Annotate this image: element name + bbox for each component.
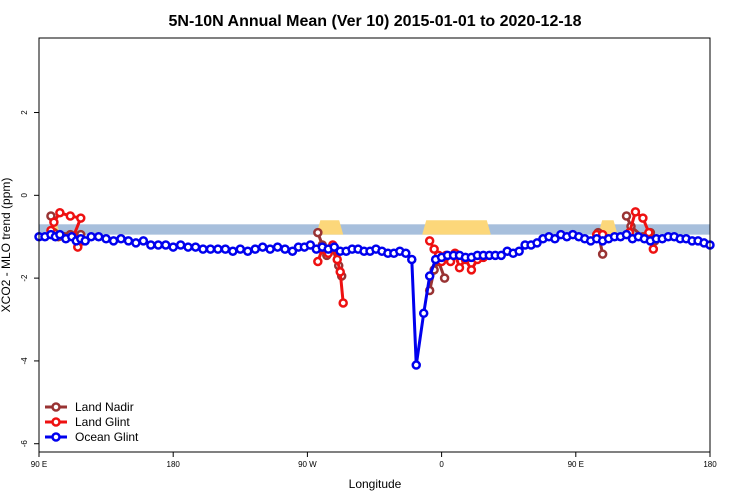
data-point (550, 234, 560, 244)
data-point (418, 308, 429, 319)
x-tick-label: 90 E (31, 460, 47, 469)
data-point (55, 229, 65, 240)
data-point (86, 231, 96, 242)
data-point (123, 236, 134, 246)
data-point (407, 254, 417, 265)
data-point (305, 240, 316, 250)
chart-title: 5N-10N Annual Mean (Ver 10) 2015-01-01 t… (169, 13, 582, 30)
data-point (514, 246, 524, 256)
data-point (220, 244, 231, 254)
data-point (280, 244, 290, 254)
x-tick-label: 90 E (568, 460, 584, 469)
data-point (146, 240, 156, 250)
legend-item: Land Glint (45, 415, 130, 429)
data-point (257, 242, 268, 252)
data-point (55, 207, 65, 218)
series-line (39, 232, 711, 366)
ocean-band (39, 224, 710, 235)
data-point (138, 236, 149, 246)
data-point (313, 256, 323, 267)
x-tick-label: 180 (167, 460, 181, 469)
legend-marker (51, 417, 61, 427)
series-land-glint (46, 207, 659, 308)
data-point (597, 249, 608, 259)
data-point (272, 242, 283, 252)
y-tick-label: -6 (20, 440, 29, 448)
data-point (205, 244, 216, 254)
series-ocean-glint (34, 229, 715, 370)
legend-label: Land Glint (75, 415, 130, 429)
land-ocean-band (39, 220, 710, 235)
data-point (621, 211, 632, 221)
data-point (101, 234, 111, 244)
data-point (429, 244, 439, 254)
data-point (313, 227, 323, 238)
y-axis: 2 0 -2 -4 -6 (20, 110, 39, 448)
data-point (80, 236, 90, 246)
data-point (235, 244, 246, 254)
x-axis: 90 E 180 90 W 0 90 E 180 (31, 452, 717, 469)
data-point (401, 248, 411, 259)
data-point (243, 246, 253, 256)
data-point (168, 242, 178, 252)
y-tick-label: 0 (20, 193, 29, 198)
data-point (454, 263, 465, 273)
legend-item: Land Nadir (45, 400, 134, 414)
data-point (76, 213, 86, 223)
data-point (213, 244, 223, 254)
data-point (183, 242, 193, 252)
data-point (250, 244, 260, 254)
data-point (198, 244, 208, 254)
x-tick-label: 0 (439, 460, 444, 469)
data-point (65, 211, 76, 221)
land-patch (422, 220, 491, 235)
data-point (424, 236, 435, 246)
data-point (630, 207, 641, 217)
plot-frame (38, 37, 711, 453)
data-point (160, 240, 171, 250)
data-point (466, 265, 477, 275)
data-point (532, 238, 542, 248)
legend-item: Ocean Glint (45, 430, 139, 444)
data-point (116, 234, 126, 244)
series-layer (34, 207, 715, 370)
legend-marker (51, 432, 61, 442)
data-point (332, 254, 342, 265)
data-point (131, 238, 141, 248)
data-point (287, 246, 298, 256)
data-point (338, 298, 348, 308)
legend-marker (51, 402, 61, 412)
data-point (175, 240, 186, 250)
data-point (621, 229, 632, 240)
x-axis-label: Longitude (349, 477, 402, 491)
y-tick-label: 2 (20, 110, 29, 115)
data-point (153, 240, 164, 250)
legend-label: Ocean Glint (75, 430, 139, 444)
data-point (190, 242, 201, 252)
data-point (108, 236, 119, 246)
x-tick-label: 90 W (298, 460, 317, 469)
data-point (265, 244, 275, 254)
data-point (496, 250, 506, 261)
data-point (644, 227, 654, 238)
x-tick-label: 180 (703, 460, 717, 469)
data-point (93, 231, 104, 242)
data-point (49, 217, 59, 227)
y-tick-label: -2 (20, 274, 29, 282)
data-point (648, 244, 659, 254)
y-tick-label: -4 (20, 357, 29, 365)
data-point (329, 242, 339, 252)
data-point (411, 360, 422, 370)
land-patch (316, 220, 344, 235)
data-point (439, 273, 450, 283)
data-point (228, 246, 238, 256)
y-axis-label: XCO2 - MLO trend (ppm) (0, 178, 13, 313)
data-point (335, 267, 345, 277)
legend-label: Land Nadir (75, 400, 134, 414)
data-point (424, 271, 435, 281)
data-point (638, 213, 648, 223)
